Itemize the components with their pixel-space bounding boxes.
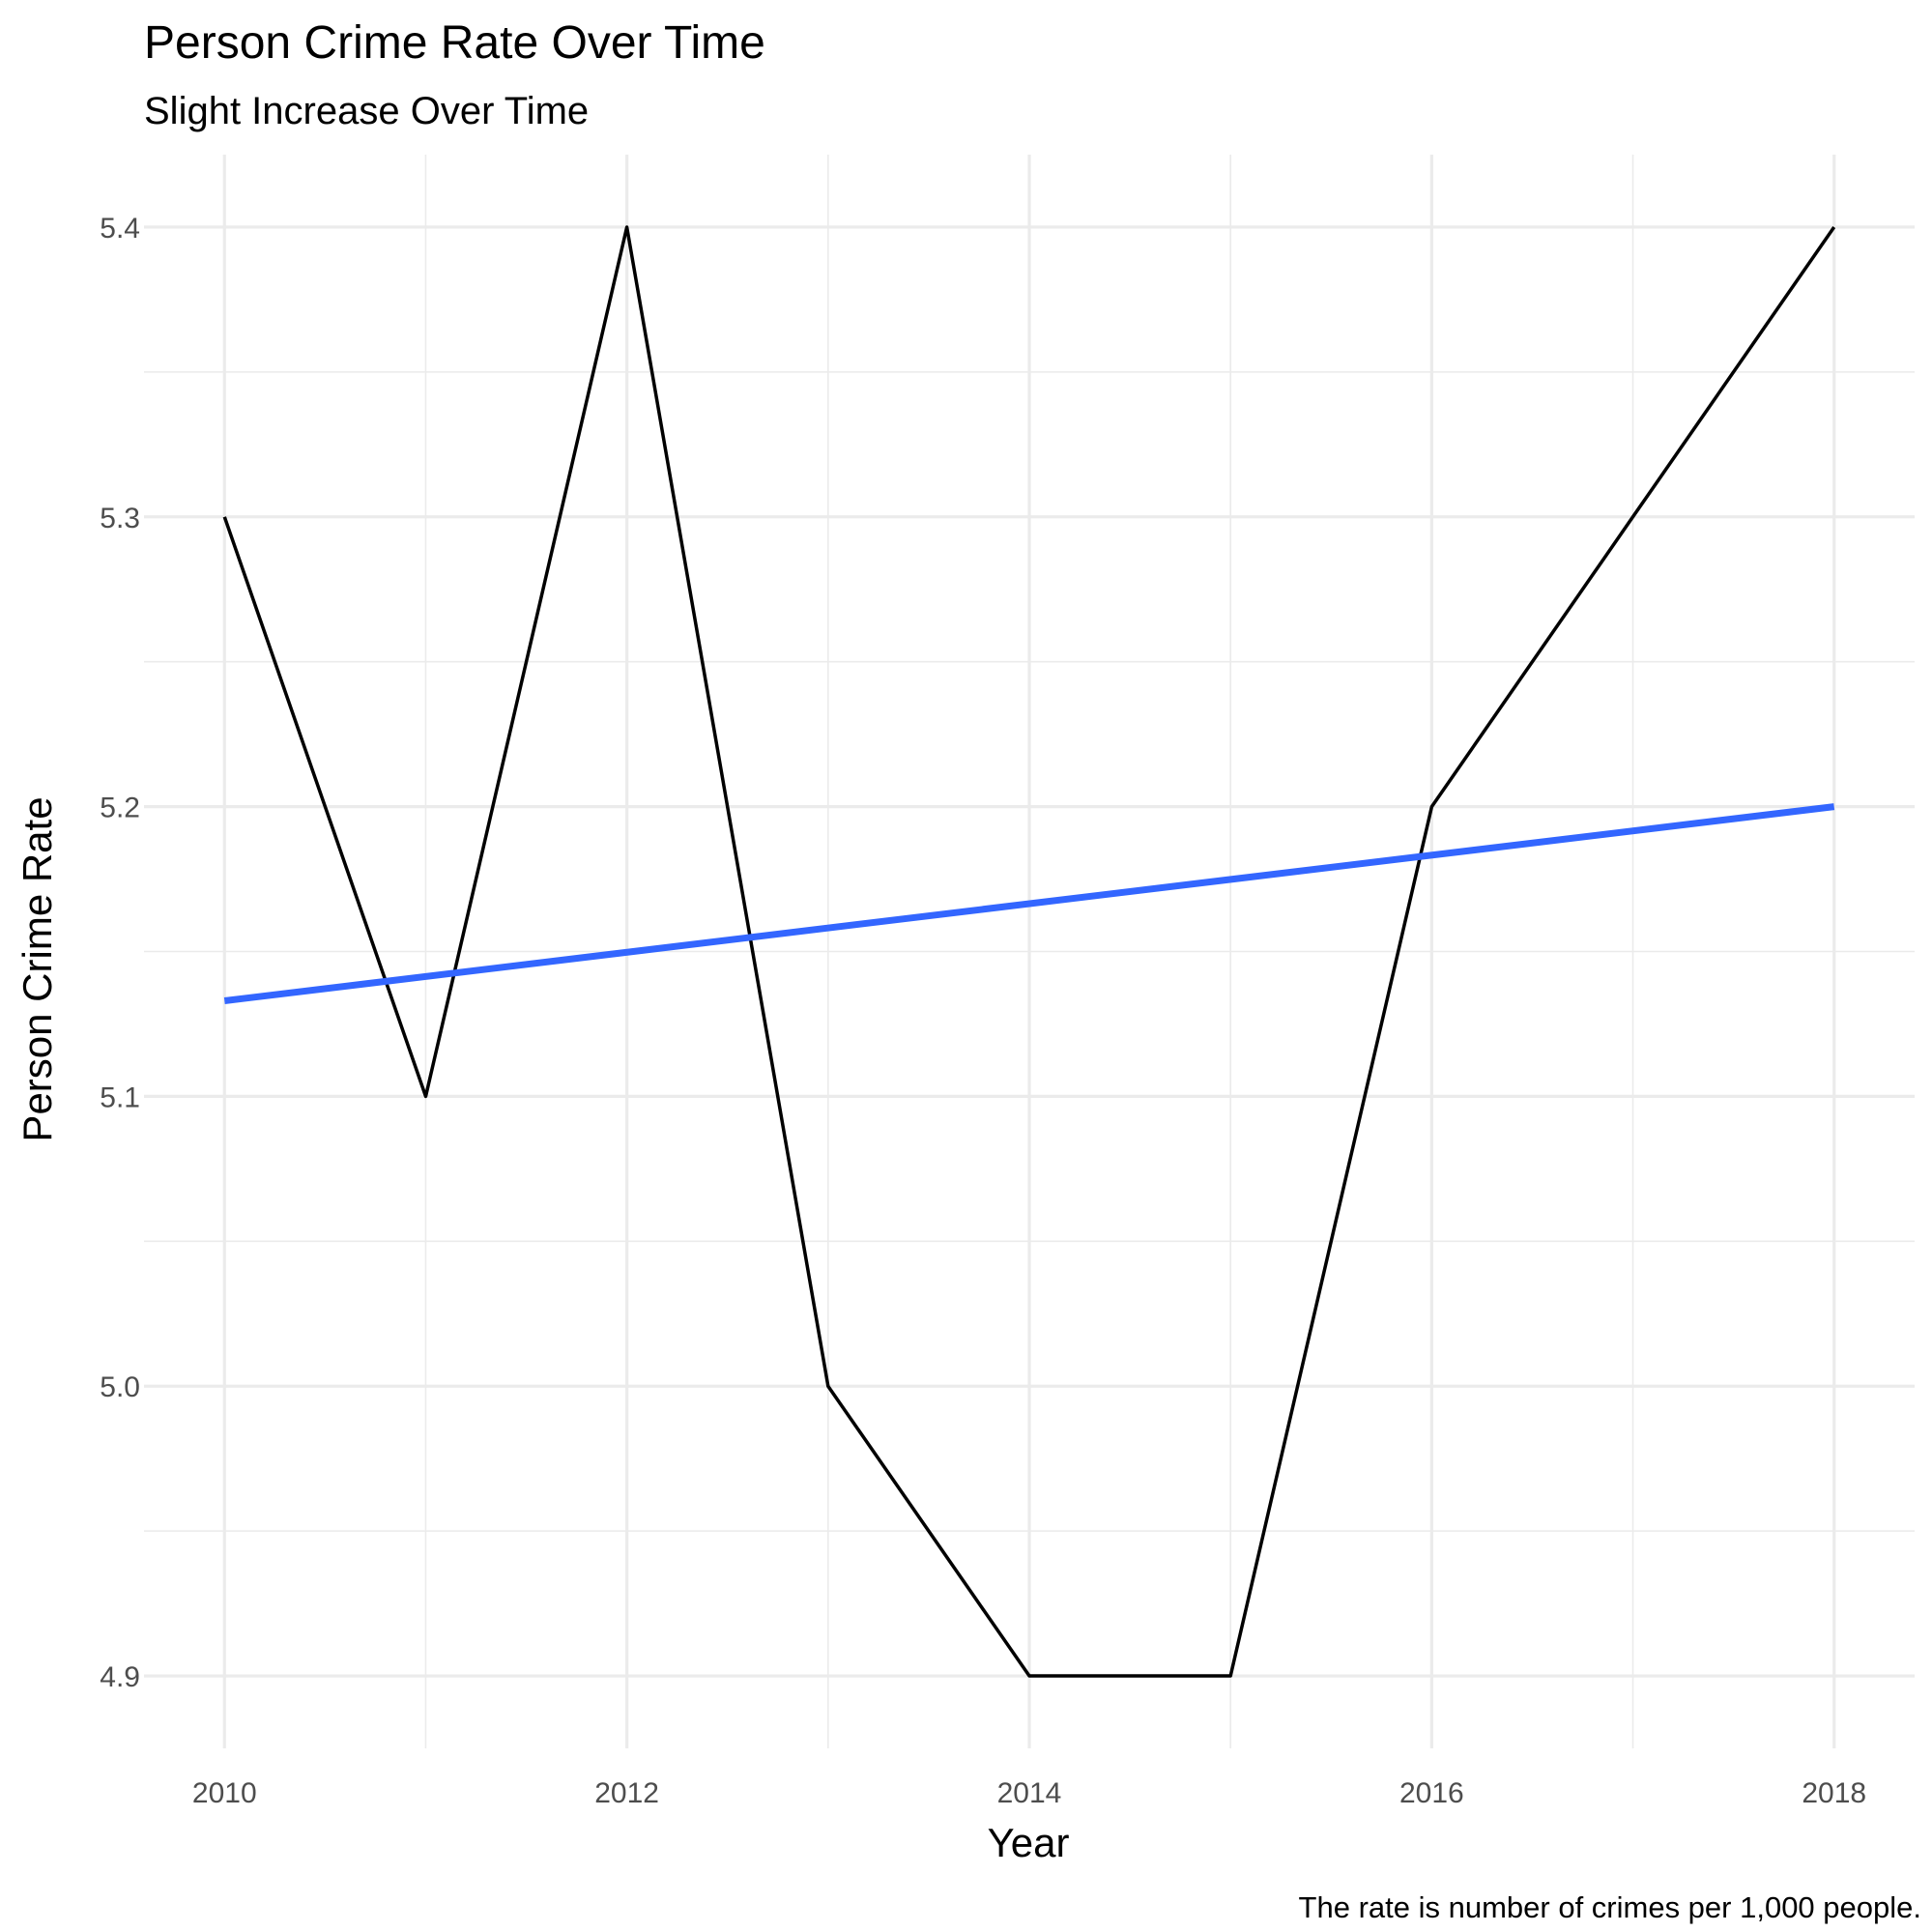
gridlines bbox=[144, 155, 1915, 1748]
x-tick-label: 2016 bbox=[1399, 1777, 1464, 1809]
trend-line bbox=[223, 803, 1835, 1004]
y-tick-label: 5.0 bbox=[100, 1371, 140, 1403]
chart-caption: The rate is number of crimes per 1,000 p… bbox=[1299, 1890, 1921, 1924]
chart-subtitle: Slight Increase Over Time bbox=[144, 90, 589, 132]
y-tick-label: 5.1 bbox=[100, 1081, 140, 1113]
x-axis-ticks: 2010 2012 2014 2016 2018 bbox=[192, 1777, 1866, 1809]
x-tick-label: 2018 bbox=[1802, 1777, 1866, 1809]
y-tick-label: 4.9 bbox=[100, 1661, 140, 1693]
x-tick-label: 2012 bbox=[594, 1777, 659, 1809]
y-axis-title: Person Crime Rate bbox=[14, 796, 60, 1141]
x-axis-title: Year bbox=[988, 1820, 1070, 1865]
x-tick-label: 2014 bbox=[997, 1777, 1062, 1809]
y-axis-ticks: 4.9 5.0 5.1 5.2 5.3 5.4 bbox=[100, 213, 140, 1693]
chart-title: Person Crime Rate Over Time bbox=[144, 17, 765, 69]
series-layer bbox=[222, 225, 1836, 1678]
y-tick-label: 5.2 bbox=[100, 793, 140, 824]
y-tick-label: 5.3 bbox=[100, 503, 140, 534]
x-tick-label: 2010 bbox=[192, 1777, 257, 1809]
series-line bbox=[222, 225, 1836, 1678]
y-tick-label: 5.4 bbox=[100, 213, 140, 245]
